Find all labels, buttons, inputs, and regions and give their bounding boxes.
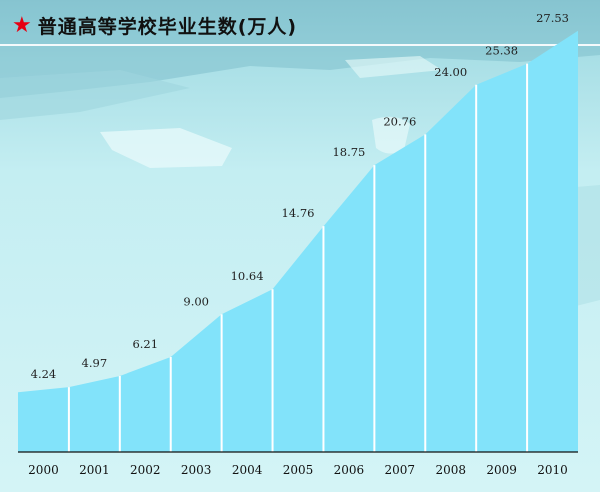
x-tick-label-2001: 2001 [79,463,110,477]
data-label-2006: 18.75 [332,145,365,159]
x-tick-label-2003: 2003 [181,463,212,477]
chart-title: 普通高等学校毕业生数(万人) [37,16,298,38]
data-label-2000: 4.24 [31,367,57,381]
x-tick-label-2010: 2010 [537,463,568,477]
data-label-2001: 4.97 [82,356,108,370]
data-label-2003: 9.00 [183,294,209,308]
series-area [18,30,578,453]
data-label-2010: 27.53 [536,11,569,25]
x-tick-label-2008: 2008 [435,463,466,477]
star-icon: ★ [12,12,32,38]
data-label-2008: 24.00 [434,65,467,79]
data-label-2004: 10.64 [231,269,264,283]
x-tick-label-2007: 2007 [385,463,416,477]
data-label-2009: 25.38 [485,44,518,58]
x-tick-label-2002: 2002 [130,463,161,477]
x-tick-label-2004: 2004 [232,463,263,477]
x-tick-label-2006: 2006 [334,463,365,477]
x-tick-label-2009: 2009 [486,463,517,477]
data-label-2005: 14.76 [282,206,315,220]
data-label-2002: 6.21 [132,337,158,351]
data-label-2007: 20.76 [383,114,416,128]
x-tick-label-2000: 2000 [28,463,59,477]
title-underline [0,44,600,46]
x-tick-label-2005: 2005 [283,463,314,477]
chart-title-row: ★ 普通高等学校毕业生数(万人) [12,12,297,39]
